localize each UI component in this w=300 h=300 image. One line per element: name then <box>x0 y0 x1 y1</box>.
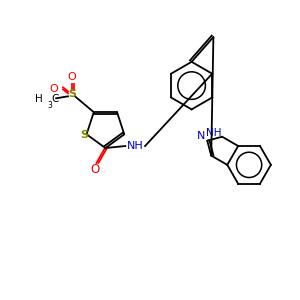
Text: NH: NH <box>206 128 222 138</box>
Text: 3: 3 <box>47 101 52 110</box>
Text: H: H <box>34 94 42 104</box>
Text: S: S <box>81 130 88 140</box>
Text: S: S <box>68 89 76 99</box>
Text: N: N <box>197 131 206 141</box>
Text: O: O <box>90 163 99 176</box>
Text: O: O <box>68 73 76 82</box>
Text: C: C <box>51 94 58 104</box>
Text: O: O <box>50 84 58 94</box>
Text: NH: NH <box>127 141 143 151</box>
